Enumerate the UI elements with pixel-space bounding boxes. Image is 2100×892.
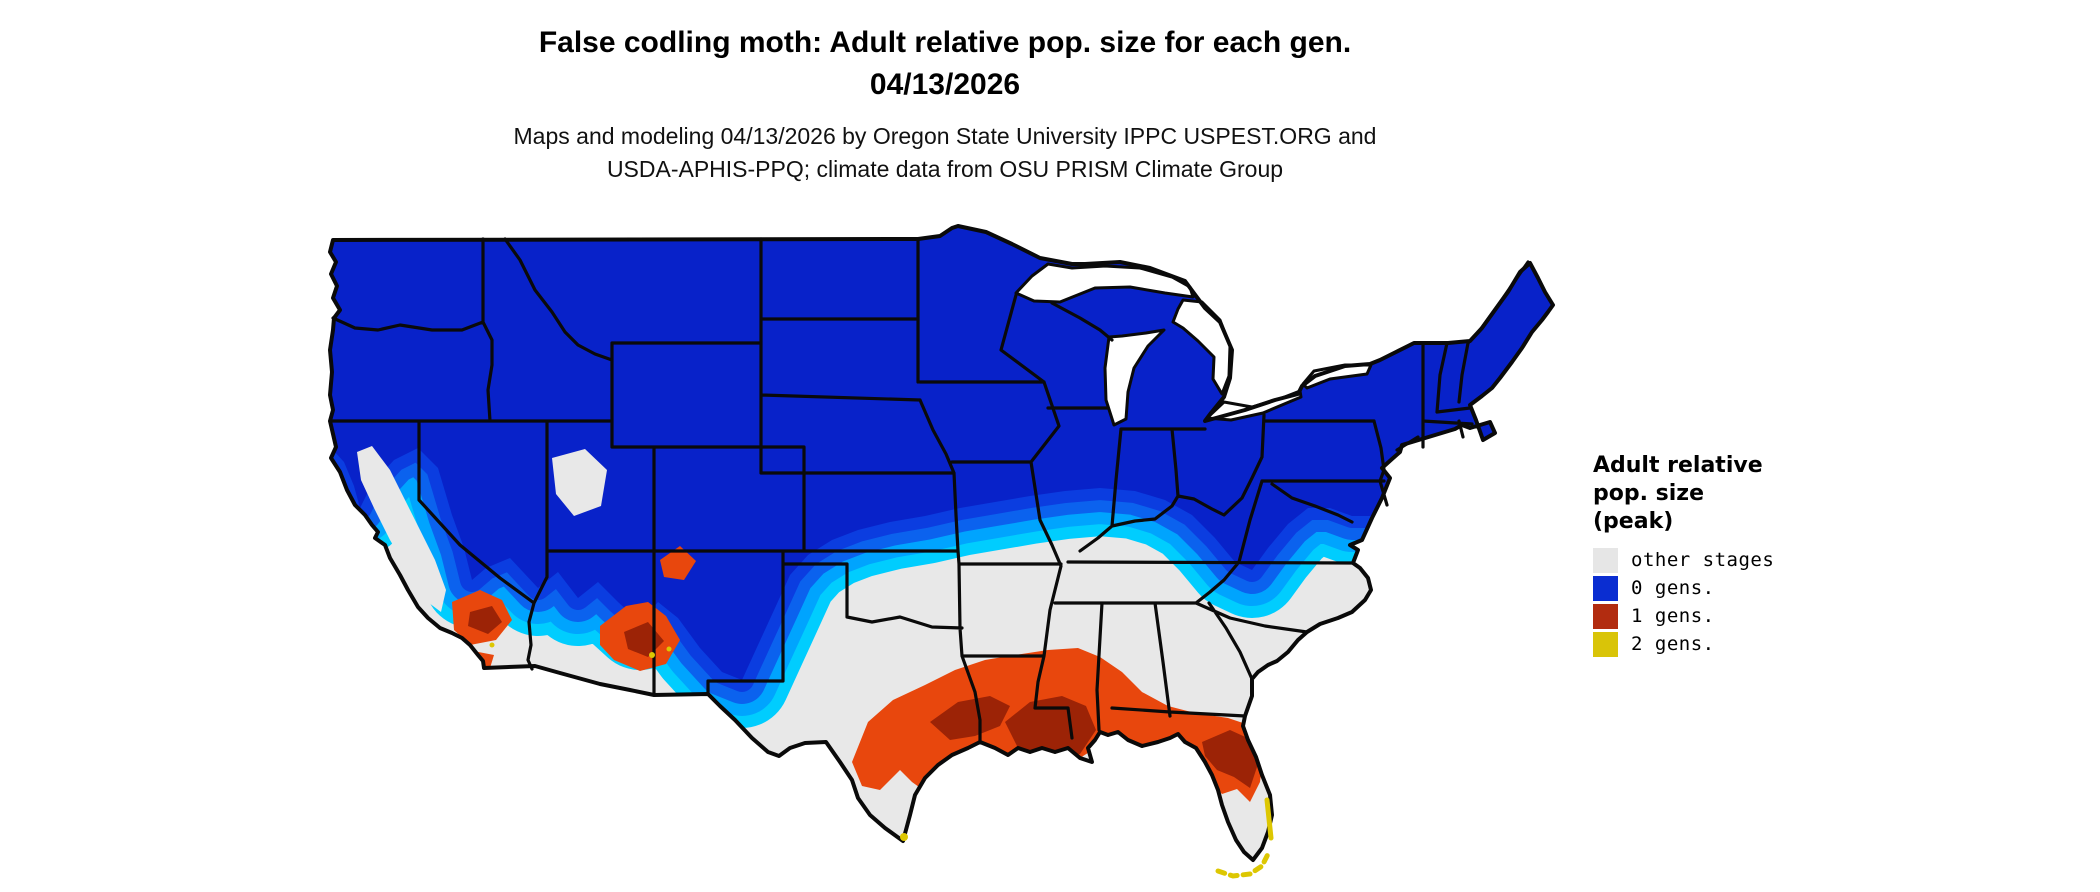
legend-swatch	[1593, 631, 1618, 657]
title-block: False codling moth: Adult relative pop. …	[345, 22, 1545, 186]
gen2-arizona-speck	[649, 652, 655, 658]
us-generation-map	[290, 212, 1600, 888]
map-title-date: 04/13/2026	[869, 68, 1021, 101]
lake-michigan	[1103, 328, 1166, 427]
legend-item: 1 gens.	[1593, 602, 1893, 630]
great-basin-gray	[552, 449, 607, 516]
legend-item-label: other stages	[1631, 549, 1775, 571]
map-title-line1: False codling moth: Adult relative pop. …	[538, 26, 1352, 59]
gen2-marks	[489, 642, 1274, 879]
legend-item: 0 gens.	[1593, 574, 1893, 602]
us-outline	[328, 224, 1555, 862]
map-subtitle-line1: Maps and modeling 04/13/2026 by Oregon S…	[513, 123, 1377, 149]
legend-swatch	[1593, 547, 1618, 573]
legend-item: 2 gens.	[1593, 630, 1893, 658]
legend-items: other stages 0 gens. 1 gens. 2 gens.	[1593, 546, 1893, 658]
legend-swatch	[1593, 603, 1618, 629]
gen1-core-texas	[930, 696, 1010, 740]
legend-swatch	[1593, 575, 1618, 601]
gen1-socal-core	[468, 606, 502, 634]
gen2-socal-speck	[489, 642, 495, 648]
legend-item: other stages	[1593, 546, 1893, 574]
legend-title-line1: Adult relative	[1593, 453, 1763, 478]
map-subtitle: Maps and modeling 04/13/2026 by Oregon S…	[345, 120, 1545, 186]
gen1-core-louisiana	[1005, 696, 1096, 758]
gen2-south-texas	[900, 833, 908, 841]
gen1-core-florida	[1202, 730, 1258, 788]
legend-title: Adult relative pop. size (peak)	[1593, 452, 1893, 536]
gen2-florida-se-coast	[1264, 797, 1274, 841]
lake-ontario	[1301, 363, 1373, 390]
legend-item-label: 1 gens.	[1631, 605, 1715, 627]
central-valley-gray	[357, 446, 446, 612]
gen1-arizona-rim	[660, 546, 696, 580]
legend-item-label: 2 gens.	[1631, 633, 1715, 655]
legend-title-line2: pop. size	[1593, 481, 1704, 506]
map-subtitle-line2: USDA-APHIS-PPQ; climate data from OSU PR…	[606, 156, 1284, 182]
legend: Adult relative pop. size (peak) other st…	[1593, 452, 1893, 658]
map-svg	[328, 224, 1555, 879]
gen2-arizona-speck2	[666, 646, 672, 652]
legend-title-line3: (peak)	[1593, 509, 1674, 534]
gen2-florida-keys	[1215, 849, 1272, 879]
legend-item-label: 0 gens.	[1631, 577, 1715, 599]
